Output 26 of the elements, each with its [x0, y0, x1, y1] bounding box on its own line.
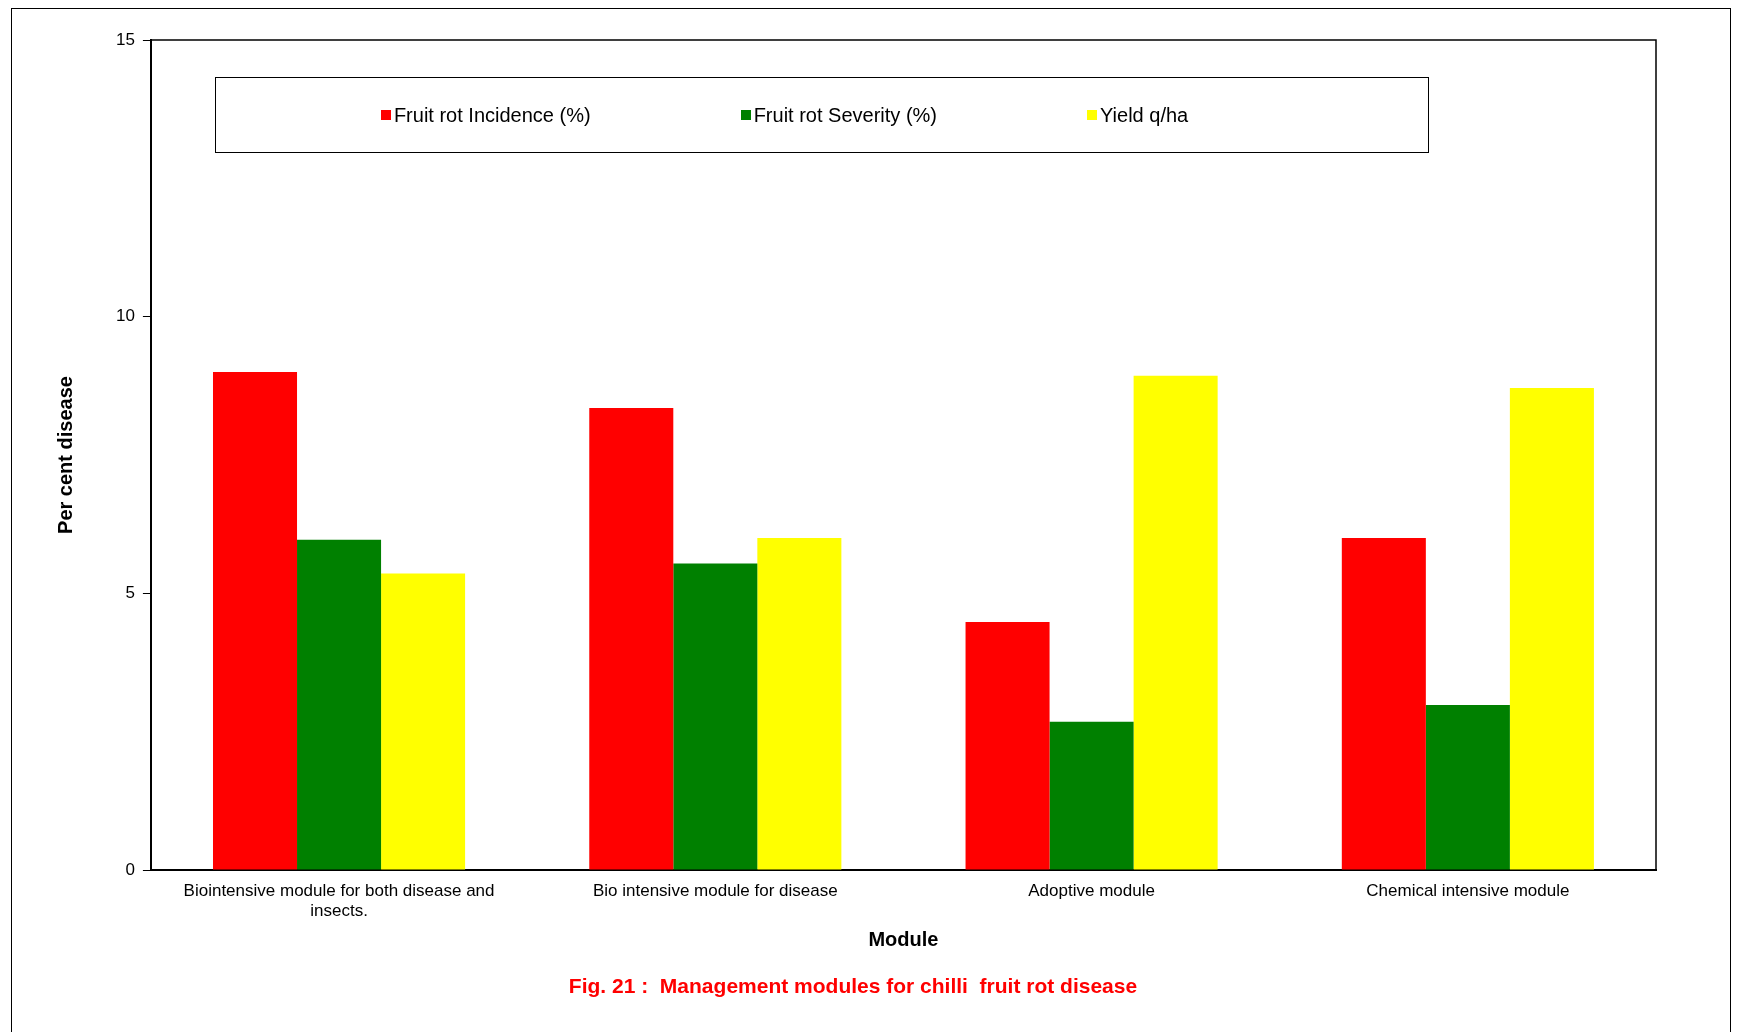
- legend-label: Fruit rot Incidence (%): [393, 103, 591, 127]
- x-tick-label: Chemical intensive module: [1366, 880, 1570, 900]
- y-tick-label: 5: [125, 583, 135, 603]
- bar: [965, 622, 1050, 870]
- x-tick-label: Biointensive module for both disease and insects.: [183, 880, 495, 921]
- bar: [757, 538, 842, 870]
- y-axis-title: Per cent disease: [53, 376, 76, 534]
- bar: [1341, 538, 1426, 870]
- y-tick-label: 0: [125, 859, 135, 879]
- bar: [212, 372, 298, 870]
- bar: [1133, 375, 1218, 870]
- x-tick-label: Bio intensive module for disease: [592, 880, 838, 900]
- legend-label: Yield q/ha: [1100, 103, 1189, 127]
- legend-label: Fruit rot Severity (%): [753, 103, 937, 127]
- bar: [1425, 705, 1510, 870]
- bar: [1049, 721, 1134, 870]
- x-axis-title: Module: [868, 928, 939, 951]
- bar: [297, 539, 382, 870]
- y-tick-label: 10: [115, 306, 135, 326]
- bar: [673, 563, 758, 870]
- y-tick-label: 15: [115, 29, 135, 49]
- bar: [381, 573, 466, 870]
- x-tick-label: Adoptive module: [1028, 880, 1155, 900]
- bar: [1509, 388, 1594, 870]
- bar: [589, 407, 674, 870]
- text: Fig. 21 : Management modules for chilli fruit rot disease: [568, 974, 1138, 998]
